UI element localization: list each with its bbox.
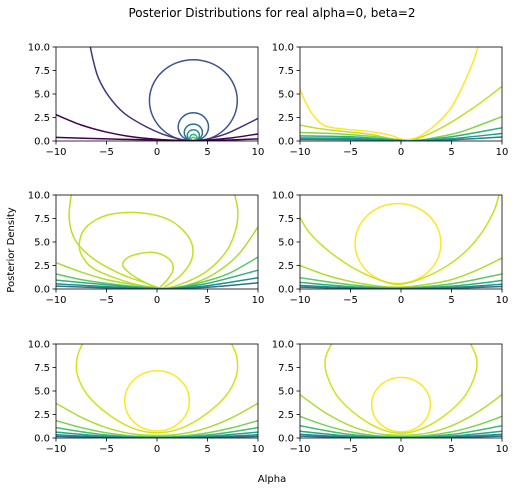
contour-line bbox=[56, 402, 258, 437]
contour-line bbox=[300, 47, 479, 141]
contour-line bbox=[148, 58, 239, 141]
subplot-row3-col1: −10 −5 0 5 10 0.0 2.5 5.0 7.5 10.0 bbox=[28, 340, 265, 456]
y-tick-label: 10.0 bbox=[28, 191, 50, 202]
x-tick-label: −10 bbox=[45, 444, 66, 455]
contour-line bbox=[123, 370, 191, 432]
contour-line bbox=[300, 136, 502, 141]
x-tick-label: 10 bbox=[252, 295, 265, 306]
x-tick-label: −5 bbox=[99, 147, 114, 158]
contour-lines bbox=[56, 47, 258, 141]
y-tick-label: 7.5 bbox=[278, 66, 294, 77]
y-tick-label: 7.5 bbox=[34, 363, 50, 374]
y-tick-label: 7.5 bbox=[278, 363, 294, 374]
y-tick-label: 0.0 bbox=[34, 285, 50, 296]
y-tick-label: 0.0 bbox=[278, 434, 294, 445]
x-tick-label: −10 bbox=[45, 295, 66, 306]
y-tick-label: 7.5 bbox=[278, 214, 294, 225]
x-tick-label: 10 bbox=[252, 444, 265, 455]
contour-line bbox=[324, 344, 478, 435]
contour-line bbox=[300, 195, 500, 286]
x-tick-label: 0 bbox=[398, 295, 404, 306]
figure-xlabel: Alpha bbox=[258, 474, 286, 485]
contour-line bbox=[78, 211, 194, 289]
y-tick-label: 5.0 bbox=[34, 90, 50, 101]
x-tick-label: 5 bbox=[448, 444, 454, 455]
x-tick-label: −5 bbox=[343, 147, 358, 158]
contour-line bbox=[186, 128, 201, 141]
contour-line bbox=[189, 133, 198, 141]
x-tick-label: −5 bbox=[99, 295, 114, 306]
contour-line bbox=[56, 276, 258, 289]
contour-line bbox=[56, 269, 258, 289]
subplot-row1-col1: −10 −5 0 5 10 0.0 2.5 5.0 7.5 10.0 bbox=[28, 43, 265, 159]
x-tick-label: 5 bbox=[204, 295, 210, 306]
contour-line bbox=[370, 376, 432, 433]
x-tick-label: 10 bbox=[496, 147, 509, 158]
x-tick-label: −10 bbox=[289, 295, 310, 306]
figure-suptitle: Posterior Distributions for real alpha=0… bbox=[128, 6, 415, 20]
y-tick-label: 5.0 bbox=[278, 90, 294, 101]
y-tick-label: 0.0 bbox=[34, 137, 50, 148]
y-tick-label: 2.5 bbox=[278, 410, 294, 421]
y-tick-label: 7.5 bbox=[34, 66, 50, 77]
contour-line bbox=[75, 344, 239, 434]
contour-lines bbox=[56, 195, 258, 289]
x-tick-label: 5 bbox=[204, 147, 210, 158]
y-tick-label: 5.0 bbox=[278, 238, 294, 249]
x-tick-label: −5 bbox=[343, 444, 358, 455]
subplot-row2-col2: −10 −5 0 5 10 0.0 2.5 5.0 7.5 10.0 bbox=[272, 191, 509, 307]
x-tick-label: −10 bbox=[289, 147, 310, 158]
x-tick-label: 0 bbox=[154, 147, 160, 158]
contour-lines bbox=[300, 47, 502, 141]
x-tick-label: 0 bbox=[154, 295, 160, 306]
y-tick-label: 2.5 bbox=[34, 113, 50, 124]
y-tick-label: 2.5 bbox=[278, 113, 294, 124]
figure-ylabel: Posterior Density bbox=[6, 207, 17, 292]
x-tick-label: −10 bbox=[289, 444, 310, 455]
x-tick-label: 10 bbox=[496, 295, 509, 306]
y-tick-label: 10.0 bbox=[28, 340, 50, 351]
contour-line bbox=[121, 251, 174, 289]
x-tick-label: 5 bbox=[448, 147, 454, 158]
x-tick-label: 5 bbox=[204, 444, 210, 455]
x-tick-label: 0 bbox=[398, 444, 404, 455]
y-tick-label: 10.0 bbox=[272, 340, 294, 351]
y-tick-label: 0.0 bbox=[34, 434, 50, 445]
y-tick-label: 5.0 bbox=[278, 387, 294, 398]
x-tick-label: −5 bbox=[343, 295, 358, 306]
subplot-grid: −10 −5 0 5 10 0.0 2.5 5.0 7.5 10.0 −10 −5 0 5 10 0.0 2.5… bbox=[28, 43, 509, 456]
y-tick-label: 0.0 bbox=[278, 285, 294, 296]
y-tick-label: 2.5 bbox=[34, 410, 50, 421]
contour-line bbox=[89, 47, 258, 141]
x-tick-label: 10 bbox=[496, 444, 509, 455]
y-tick-label: 0.0 bbox=[278, 137, 294, 148]
y-tick-label: 5.0 bbox=[34, 238, 50, 249]
x-tick-label: −5 bbox=[99, 444, 114, 455]
y-tick-label: 10.0 bbox=[272, 191, 294, 202]
contour-line bbox=[300, 127, 502, 141]
contour-line bbox=[177, 112, 210, 141]
contour-lines bbox=[300, 344, 502, 438]
subplot-row1-col2: −10 −5 0 5 10 0.0 2.5 5.0 7.5 10.0 bbox=[272, 43, 509, 159]
y-tick-label: 10.0 bbox=[28, 43, 50, 54]
y-tick-label: 2.5 bbox=[34, 261, 50, 272]
y-tick-label: 10.0 bbox=[272, 43, 294, 54]
contour-line bbox=[300, 394, 502, 436]
contour-line bbox=[56, 136, 258, 141]
y-tick-label: 5.0 bbox=[34, 387, 50, 398]
subplot-row3-col2: −10 −5 0 5 10 0.0 2.5 5.0 7.5 10.0 bbox=[272, 340, 509, 456]
x-tick-label: 0 bbox=[398, 147, 404, 158]
subplot-row2-col1: −10 −5 0 5 10 0.0 2.5 5.0 7.5 10.0 bbox=[28, 191, 265, 307]
x-tick-label: −10 bbox=[45, 147, 66, 158]
contour-line bbox=[354, 202, 442, 285]
x-tick-label: 0 bbox=[154, 444, 160, 455]
x-tick-label: 10 bbox=[252, 147, 265, 158]
contour-lines bbox=[56, 344, 258, 438]
y-tick-label: 7.5 bbox=[34, 214, 50, 225]
contour-line bbox=[300, 132, 502, 141]
x-tick-label: 5 bbox=[448, 295, 454, 306]
y-tick-label: 2.5 bbox=[278, 261, 294, 272]
